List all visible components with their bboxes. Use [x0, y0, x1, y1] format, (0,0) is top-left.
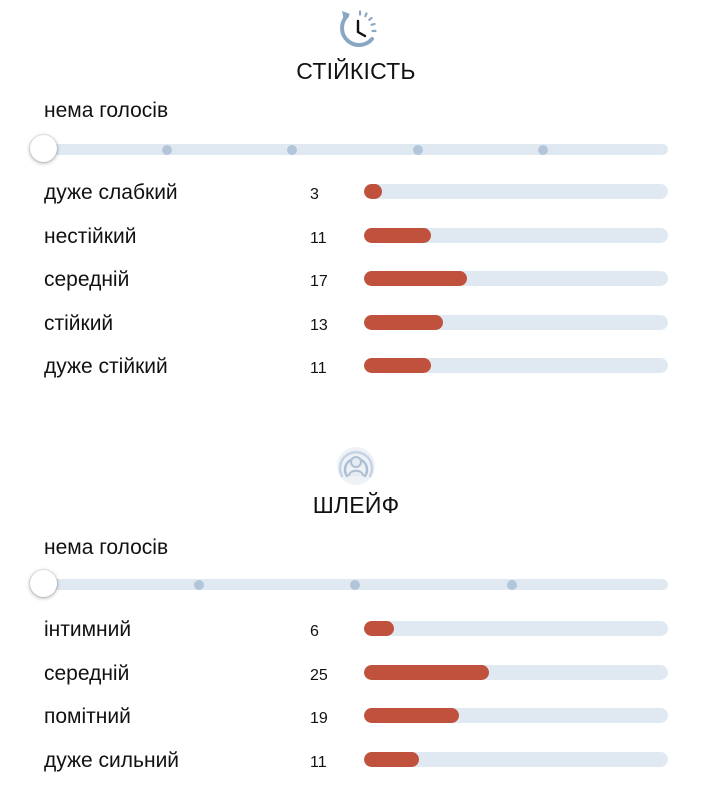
result-bar-track [364, 621, 668, 636]
result-bar-track [364, 708, 668, 723]
result-row: помітний 19 [0, 696, 712, 740]
result-row: середній 17 [0, 259, 712, 303]
result-count: 11 [310, 753, 327, 771]
vote-status-label: нема голосів [44, 99, 169, 122]
result-row: дуже сильний 11 [0, 740, 712, 784]
vote-status-label: нема голосів [44, 536, 169, 559]
result-count: 13 [310, 316, 328, 334]
result-bar-track [364, 664, 668, 680]
result-bar-fill [364, 184, 383, 199]
result-row: стійкий 13 [0, 303, 712, 347]
slider-step-dot[interactable] [287, 145, 298, 155]
result-bar-fill [364, 314, 444, 330]
result-row: дуже слабкий 3 [0, 172, 712, 216]
slider-step-dot[interactable] [193, 580, 204, 590]
slider-step-dot[interactable] [506, 580, 517, 590]
result-bar-track [364, 314, 668, 330]
result-label: середній [44, 268, 130, 291]
result-bar-fill [364, 664, 489, 680]
slider-step-dot[interactable] [162, 145, 173, 155]
result-label: дуже стійкий [44, 355, 168, 378]
result-bar-track [364, 227, 668, 243]
slider-thumb[interactable] [30, 135, 57, 162]
sillage-results: інтимний 6 середній 25 помітний 19 дуже сильни… [0, 609, 712, 783]
result-bar-track [364, 184, 668, 199]
result-bar-track [364, 271, 668, 286]
result-bar-track [364, 751, 668, 767]
longevity-results: дуже слабкий 3 нестійкий 11 середній 17 стійки… [0, 172, 712, 390]
longevity-vote-slider[interactable] [30, 130, 668, 170]
result-bar-fill [364, 708, 459, 723]
result-count: 11 [310, 229, 327, 247]
result-count: 17 [310, 273, 328, 290]
slider-step-dot[interactable] [350, 580, 360, 590]
result-bar-track [364, 358, 668, 373]
result-count: 11 [310, 360, 327, 377]
result-count: 3 [310, 186, 319, 203]
result-bar-fill [364, 271, 468, 286]
person-aura-icon [337, 447, 375, 485]
result-bar-fill [364, 751, 419, 767]
result-bar-fill [364, 358, 431, 373]
result-count: 19 [310, 710, 328, 727]
section-title: СТІЙКІСТЬ [296, 58, 416, 84]
result-count: 25 [310, 666, 328, 684]
result-label: інтимний [44, 618, 132, 641]
slider-step-dot[interactable] [537, 145, 548, 155]
result-row: інтимний 6 [0, 609, 712, 653]
sillage-vote-slider[interactable] [30, 565, 668, 605]
slider-step-dot[interactable] [412, 145, 423, 155]
slider-track[interactable] [42, 144, 668, 155]
result-label: помітний [44, 705, 131, 728]
result-count: 6 [310, 623, 319, 640]
result-row: дуже стійкий 11 [0, 346, 712, 390]
result-row: нестійкий 11 [0, 216, 712, 260]
result-label: стійкий [44, 311, 114, 335]
section-title: ШЛЕЙФ [312, 492, 400, 518]
result-label: середній [44, 661, 130, 685]
result-label: дуже слабкий [44, 181, 178, 204]
result-bar-fill [364, 227, 431, 243]
result-row: середній 25 [0, 653, 712, 697]
result-bar-fill [364, 621, 394, 636]
clock-rewind-icon [340, 10, 377, 47]
result-label: нестійкий [44, 224, 137, 248]
slider-thumb[interactable] [30, 570, 57, 597]
result-label: дуже сильний [44, 748, 180, 772]
